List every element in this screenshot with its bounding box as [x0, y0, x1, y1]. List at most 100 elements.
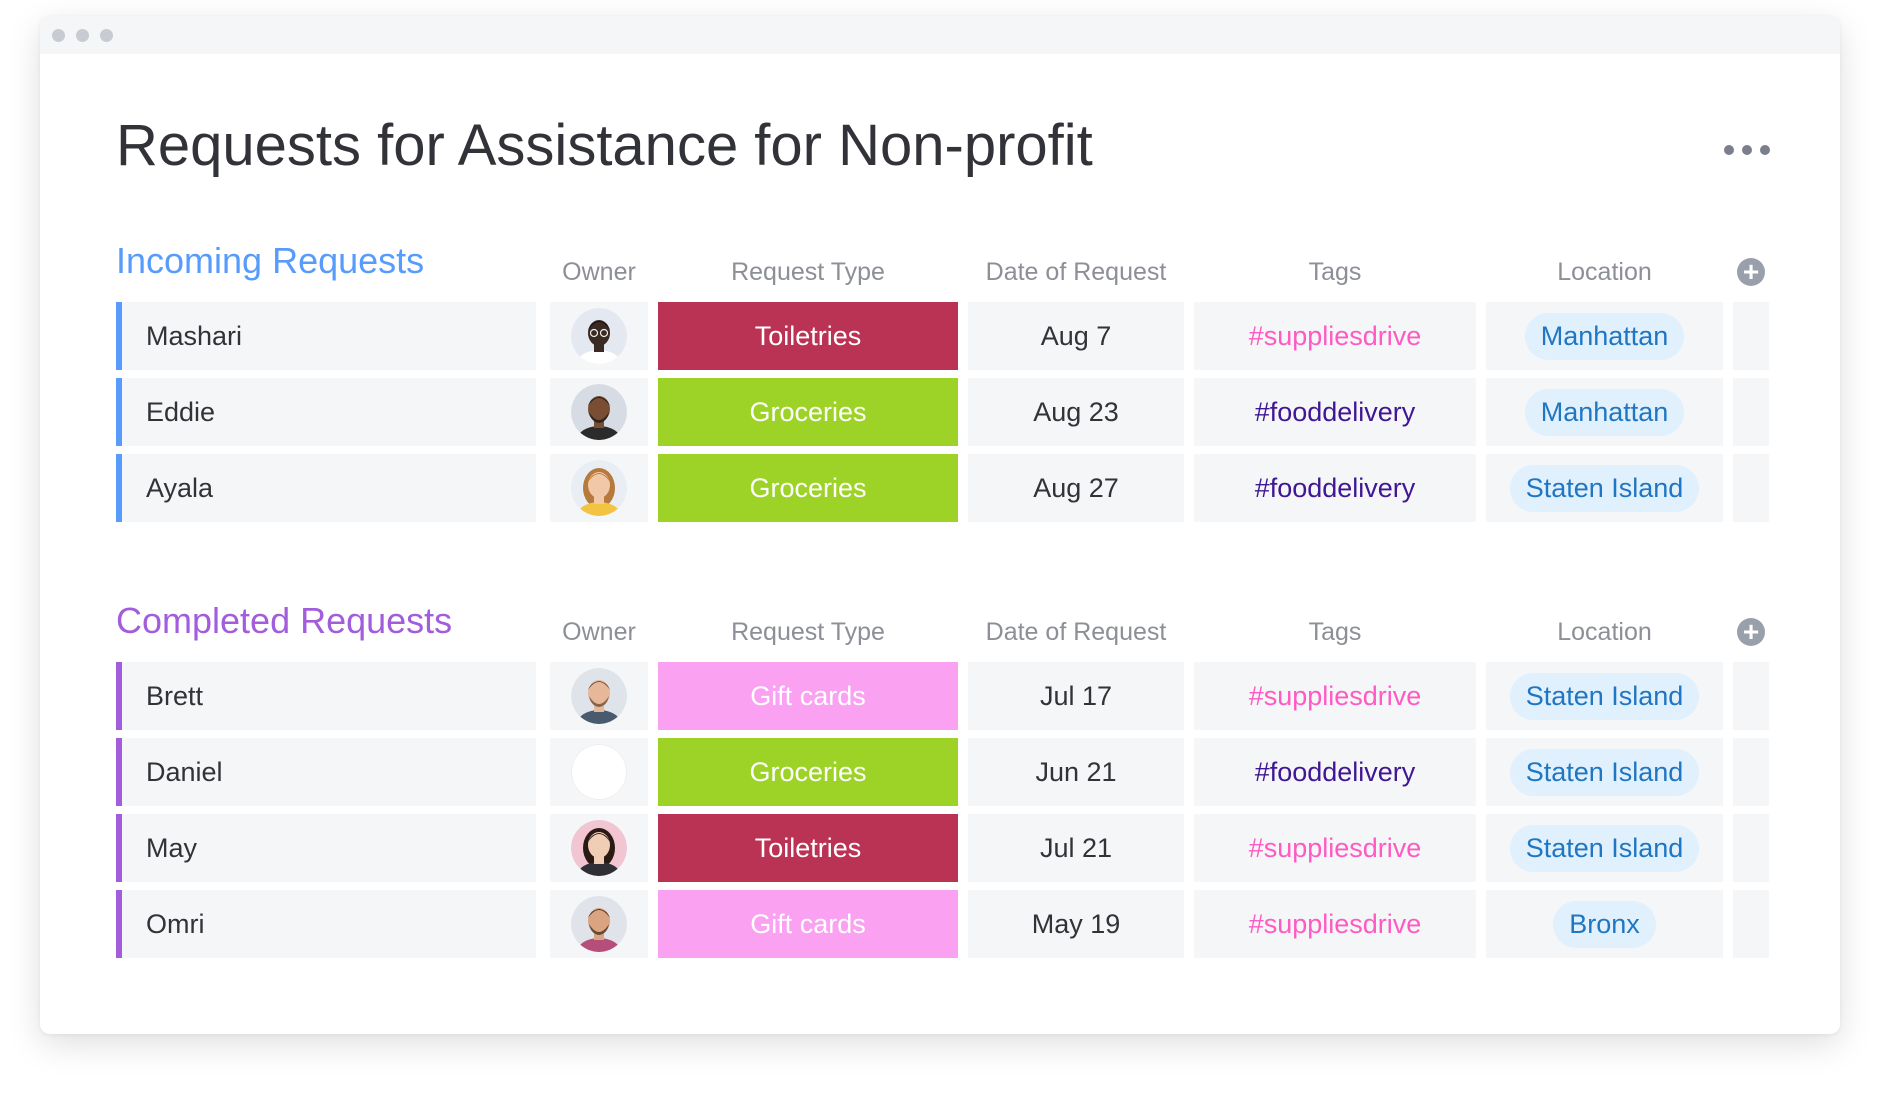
avatar[interactable]	[571, 384, 627, 440]
column-header[interactable]: Request Type	[731, 618, 885, 646]
owner-cell[interactable]	[550, 454, 648, 522]
request-type-label: Groceries	[749, 756, 867, 787]
column-header[interactable]: Location	[1557, 258, 1652, 286]
date-cell[interactable]: Aug 7	[968, 302, 1184, 370]
owner-cell[interactable]	[550, 302, 648, 370]
owner-cell[interactable]	[550, 890, 648, 958]
date-cell[interactable]: May 19	[968, 890, 1184, 958]
add-column-icon[interactable]: +	[1737, 258, 1765, 286]
item-name-cell[interactable]: Omri	[116, 890, 536, 958]
add-column-icon[interactable]: +	[1737, 618, 1765, 646]
group-color-bar	[116, 302, 122, 370]
group-title[interactable]: Completed Requests	[116, 600, 453, 641]
more-options-icon[interactable]	[1720, 136, 1776, 166]
location-cell[interactable]: Manhattan	[1486, 302, 1723, 370]
tags-cell[interactable]: #fooddelivery	[1194, 738, 1476, 806]
window-dot-icon	[76, 29, 89, 42]
empty-cell	[1733, 738, 1769, 806]
date-cell[interactable]: Aug 23	[968, 378, 1184, 446]
tags-cell[interactable]: #suppliesdrive	[1194, 890, 1476, 958]
tag-label[interactable]: #fooddelivery	[1254, 756, 1416, 787]
location-chip[interactable]: Staten Island	[1509, 464, 1700, 512]
table-row[interactable]: Ayala Groceries Aug 27 #fooddelivery Staten …	[40, 454, 1840, 522]
request-type-status[interactable]: Toiletries	[658, 814, 958, 882]
date-value: Jun 21	[1035, 756, 1117, 787]
board-title[interactable]: Requests for Assistance for Non-profit	[116, 113, 1093, 178]
request-type-status[interactable]: Groceries	[658, 738, 958, 806]
request-type-status[interactable]: Groceries	[658, 454, 958, 522]
request-type-status[interactable]: Toiletries	[658, 302, 958, 370]
item-name-cell[interactable]: May	[116, 814, 536, 882]
location-cell[interactable]: Staten Island	[1486, 662, 1723, 730]
column-header[interactable]: Tags	[1308, 258, 1362, 286]
location-cell[interactable]: Staten Island	[1486, 814, 1723, 882]
tags-cell[interactable]: #fooddelivery	[1194, 378, 1476, 446]
column-header[interactable]: Date of Request	[985, 618, 1167, 646]
tag-label[interactable]: #suppliesdrive	[1248, 832, 1422, 863]
item-name: Eddie	[146, 396, 216, 427]
owner-cell[interactable]	[550, 738, 648, 806]
table-row[interactable]: Daniel Groceries Jun 21 #fooddelivery Staten…	[40, 738, 1840, 806]
location-chip[interactable]: Staten Island	[1509, 748, 1700, 796]
location-chip[interactable]: Staten Island	[1509, 824, 1700, 872]
date-cell[interactable]: Aug 27	[968, 454, 1184, 522]
avatar[interactable]	[571, 668, 627, 724]
date-cell[interactable]: Jul 17	[968, 662, 1184, 730]
item-name: Omri	[146, 908, 205, 939]
avatar[interactable]	[571, 820, 627, 876]
location-cell[interactable]: Staten Island	[1486, 738, 1723, 806]
tag-label[interactable]: #fooddelivery	[1254, 472, 1416, 503]
tags-cell[interactable]: #fooddelivery	[1194, 454, 1476, 522]
table-row[interactable]: Eddie Groceries Aug 23 #fooddelivery Manhatt…	[40, 378, 1840, 446]
table-row[interactable]: Omri Gift cards May 19 #suppliesdrive Bronx	[40, 890, 1840, 958]
group-title[interactable]: Incoming Requests	[116, 240, 425, 281]
request-type-status[interactable]: Gift cards	[658, 662, 958, 730]
empty-cell	[1733, 302, 1769, 370]
location-cell[interactable]: Manhattan	[1486, 378, 1723, 446]
group-color-bar	[116, 890, 122, 958]
location-chip[interactable]: Manhattan	[1524, 388, 1685, 436]
tag-label[interactable]: #suppliesdrive	[1248, 680, 1422, 711]
location-chip[interactable]: Manhattan	[1524, 312, 1685, 360]
tag-label[interactable]: #suppliesdrive	[1248, 908, 1422, 939]
tags-cell[interactable]: #suppliesdrive	[1194, 662, 1476, 730]
location-chip[interactable]: Staten Island	[1509, 672, 1700, 720]
item-name-cell[interactable]: Brett	[116, 662, 536, 730]
item-name-cell[interactable]: Daniel	[116, 738, 536, 806]
table-row[interactable]: Brett Gift cards Jul 17 #suppliesdrive State…	[40, 662, 1840, 730]
avatar[interactable]	[571, 308, 627, 364]
avatar[interactable]	[571, 460, 627, 516]
date-value: Aug 27	[1033, 472, 1119, 503]
item-name-cell[interactable]: Ayala	[116, 454, 536, 522]
date-value: Aug 7	[1040, 320, 1112, 351]
column-header[interactable]: Date of Request	[985, 258, 1167, 286]
date-cell[interactable]: Jul 21	[968, 814, 1184, 882]
tag-label[interactable]: #suppliesdrive	[1248, 320, 1422, 351]
location-cell[interactable]: Staten Island	[1486, 454, 1723, 522]
item-name-cell[interactable]: Eddie	[116, 378, 536, 446]
avatar[interactable]	[571, 744, 627, 800]
table-row[interactable]: Mashari Toiletries Aug 7 #suppliesdrive Manh…	[40, 302, 1840, 370]
table-row[interactable]: May Toiletries Jul 21 #suppliesdrive Staten …	[40, 814, 1840, 882]
owner-cell[interactable]	[550, 814, 648, 882]
request-type-label: Groceries	[749, 472, 867, 503]
column-header[interactable]: Location	[1557, 618, 1652, 646]
tag-label[interactable]: #fooddelivery	[1254, 396, 1416, 427]
column-header[interactable]: Tags	[1308, 618, 1362, 646]
column-header[interactable]: Owner	[562, 258, 636, 286]
item-name-cell[interactable]: Mashari	[116, 302, 536, 370]
request-type-status[interactable]: Gift cards	[658, 890, 958, 958]
request-type-label: Toiletries	[754, 832, 862, 863]
location-cell[interactable]: Bronx	[1486, 890, 1723, 958]
request-type-status[interactable]: Groceries	[658, 378, 958, 446]
date-cell[interactable]: Jun 21	[968, 738, 1184, 806]
location-chip[interactable]: Bronx	[1553, 900, 1656, 948]
column-header[interactable]: Owner	[562, 618, 636, 646]
avatar[interactable]	[571, 896, 627, 952]
group-color-bar	[116, 378, 122, 446]
tags-cell[interactable]: #suppliesdrive	[1194, 814, 1476, 882]
owner-cell[interactable]	[550, 662, 648, 730]
owner-cell[interactable]	[550, 378, 648, 446]
tags-cell[interactable]: #suppliesdrive	[1194, 302, 1476, 370]
column-header[interactable]: Request Type	[731, 258, 885, 286]
